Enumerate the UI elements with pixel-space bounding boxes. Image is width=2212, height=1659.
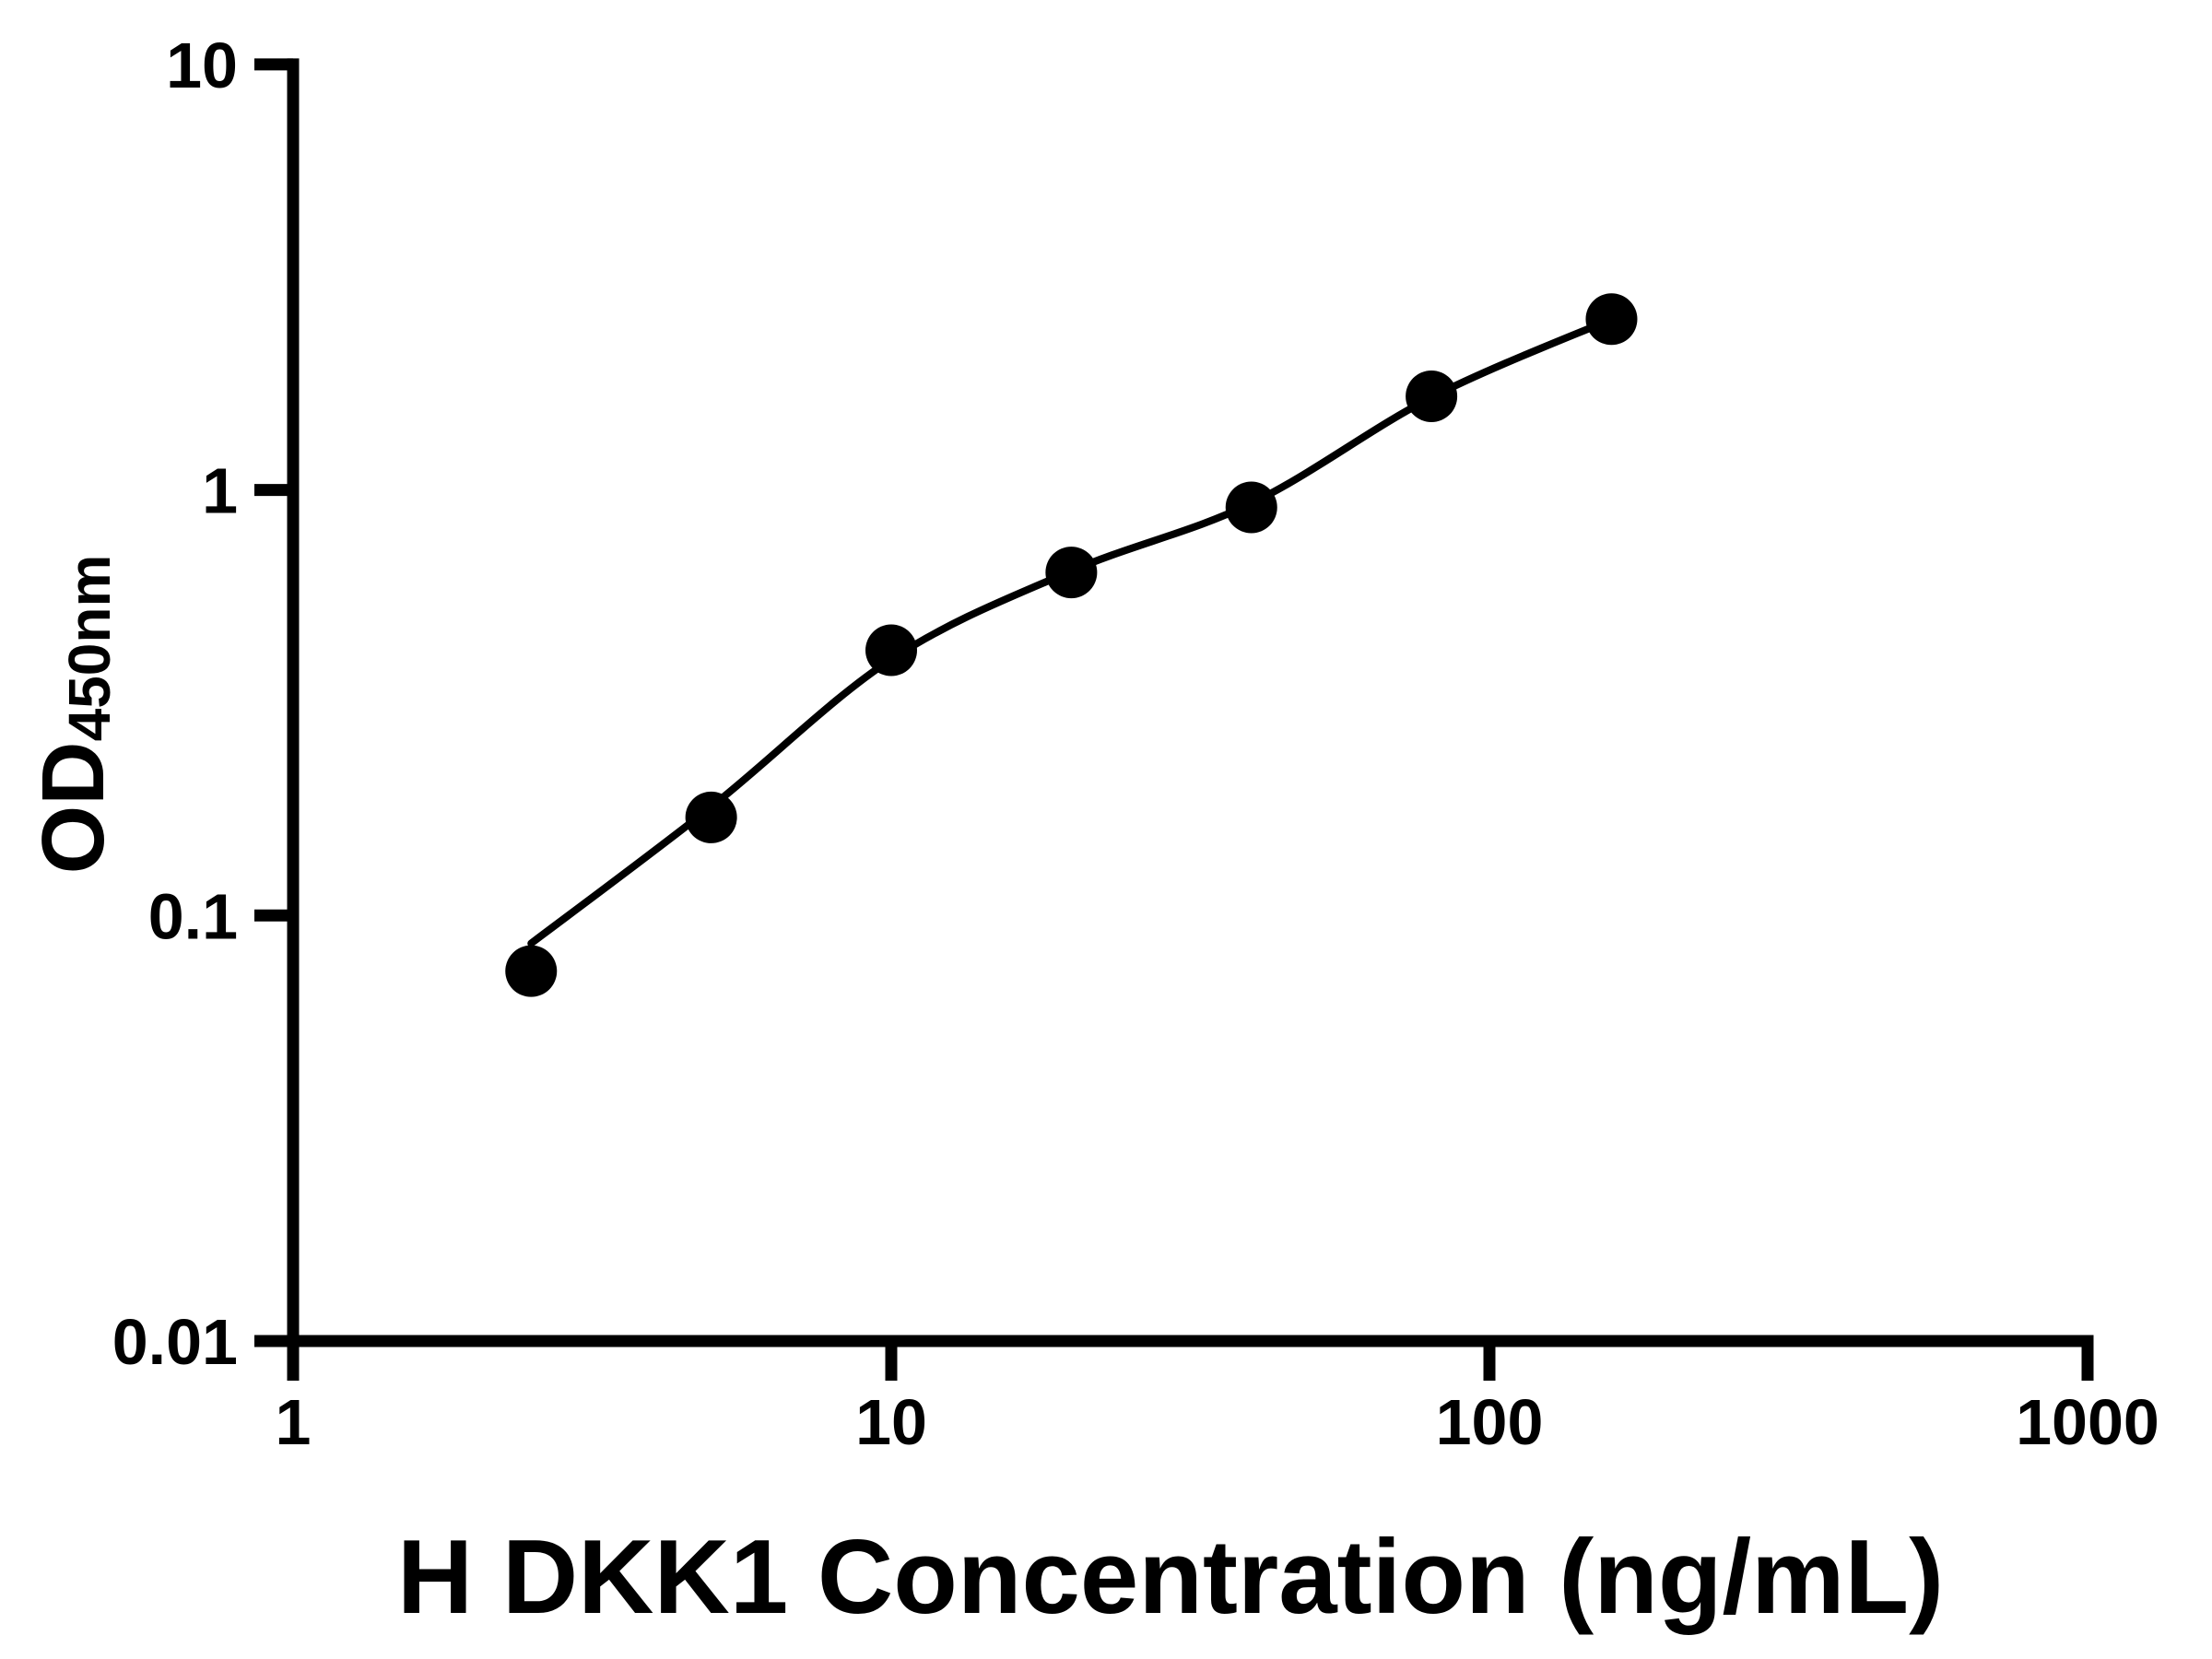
data-point <box>1045 547 1098 599</box>
data-point <box>685 791 737 843</box>
x-tick-label: 1 <box>276 1386 312 1458</box>
data-point <box>865 624 917 677</box>
y-tick-label: 1 <box>202 455 238 527</box>
y-tick-label: 0.01 <box>112 1306 238 1378</box>
y-axis-title-main: OD <box>24 741 123 875</box>
x-axis-title: H DKK1 Concentration (ng/mL) <box>396 1519 1945 1636</box>
data-point <box>505 945 558 997</box>
y-axis-title-subscript: 450nm <box>56 554 123 742</box>
x-tick-label: 10 <box>855 1386 927 1458</box>
data-point <box>1585 293 1638 346</box>
y-axis-title: OD450nm <box>24 555 123 875</box>
y-tick-label: 0.1 <box>148 880 238 952</box>
data-point <box>1225 481 1277 534</box>
x-tick-label: 1000 <box>2016 1386 2159 1458</box>
y-tick-label: 10 <box>166 29 238 101</box>
x-tick-label: 100 <box>1436 1386 1544 1458</box>
data-point <box>1406 370 1458 422</box>
